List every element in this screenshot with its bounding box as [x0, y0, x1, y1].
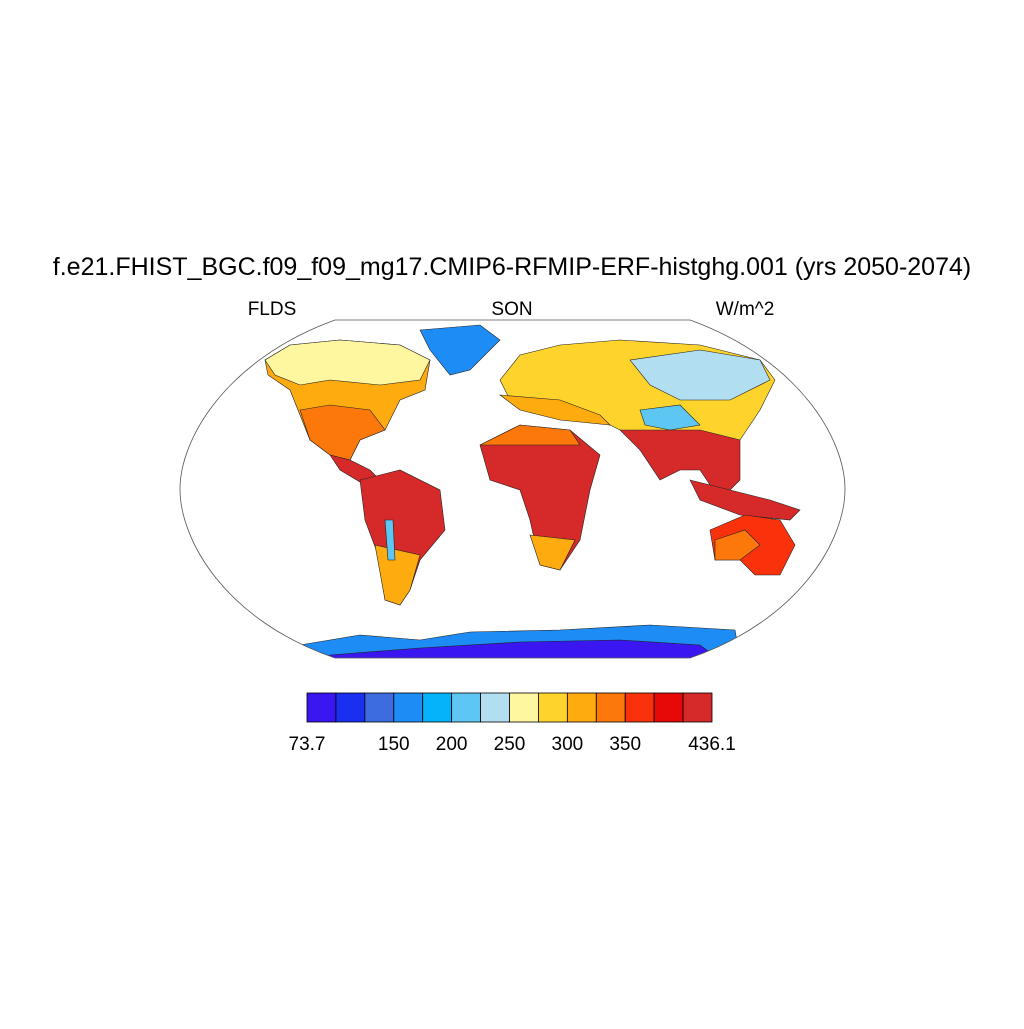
- colorbar-label: 300: [552, 734, 584, 755]
- colorbar-box: [653, 692, 684, 723]
- colorbar-box: [451, 692, 481, 723]
- colorbar-box: [422, 692, 453, 723]
- variable-label: FLDS: [248, 299, 297, 320]
- units-label: W/m^2: [716, 299, 775, 320]
- colorbar-label: 200: [436, 734, 468, 755]
- colorbar-box: [393, 692, 424, 723]
- colorbar-label: 150: [378, 734, 410, 755]
- colorbar-box: [306, 692, 337, 723]
- colorbar-label: 73.7: [289, 734, 326, 755]
- colorbar-box: [509, 692, 539, 723]
- colorbar-box: [480, 692, 510, 723]
- colorbar-label: 436.1: [688, 734, 736, 755]
- colorbar-box: [682, 692, 713, 723]
- colorbar-box: [538, 692, 568, 723]
- colorbar-box: [624, 692, 655, 723]
- colorbar-label: 350: [609, 734, 641, 755]
- colorbar: 73.7 150 200 250 300 350 436.1: [289, 692, 736, 755]
- title: f.e21.FHIST_BGC.f09_f09_mg17.CMIP6-RFMIP…: [53, 253, 971, 281]
- colorbar-box: [335, 692, 366, 723]
- map-outline: [179, 319, 846, 659]
- colorbar-box: [595, 692, 626, 723]
- colorbar-box: [364, 692, 395, 723]
- colorbar-box: [566, 692, 597, 723]
- map: [264, 324, 801, 658]
- colorbar-label: 250: [494, 734, 526, 755]
- season-label: SON: [491, 299, 532, 320]
